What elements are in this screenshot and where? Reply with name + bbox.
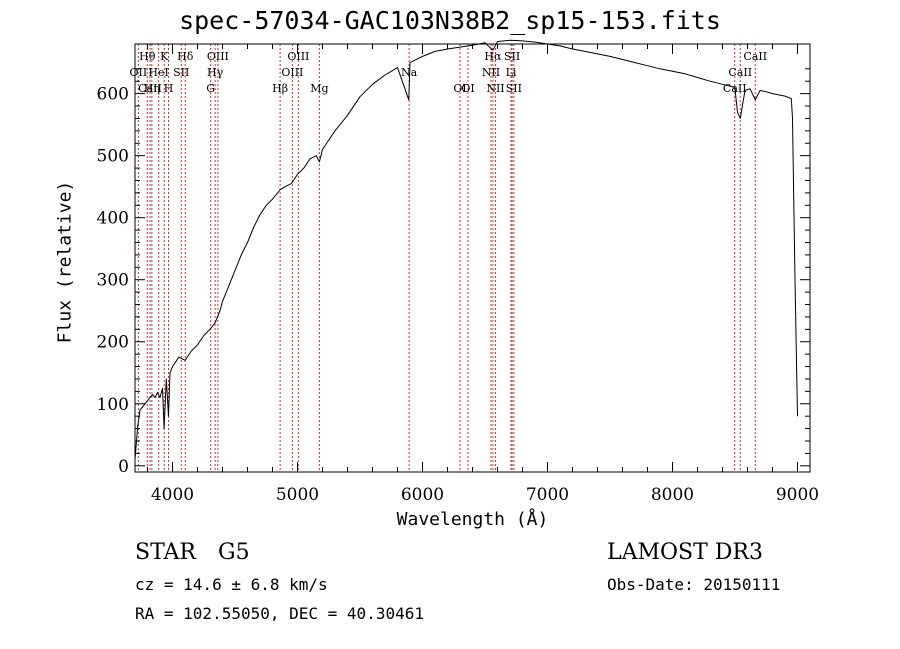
line-label-h: H <box>164 82 174 95</box>
y-tick-label: 300 <box>97 271 129 291</box>
y-tick-label: 600 <box>97 85 129 105</box>
line-label-nii: NII <box>486 82 504 95</box>
x-tick-label: 7000 <box>526 485 569 505</box>
line-label-oi: OI <box>461 82 474 95</box>
line-label-oiii: OIII <box>207 50 229 63</box>
line-label-caii: CaII <box>138 82 162 95</box>
line-label-hη: Hη <box>144 82 160 95</box>
line-label-hδ: Hδ <box>177 50 194 63</box>
line-label-sii: SII <box>506 82 522 95</box>
line-label-li: Li <box>506 66 517 79</box>
axis-ticks <box>135 44 810 472</box>
line-label-hθ: Hθ <box>139 50 156 63</box>
line-label-oi: OI <box>453 82 466 95</box>
spectrum-series <box>134 39 798 460</box>
line-label-sii: SII <box>504 50 520 63</box>
chart-title: spec-57034-GAC103N38B2_sp15-153.fits <box>179 6 721 35</box>
line-label-sii: SII <box>173 66 189 79</box>
y-tick-label: 200 <box>97 333 129 353</box>
line-label-k: K <box>160 50 169 63</box>
y-axis-label: Flux (relative) <box>54 180 76 344</box>
y-tick-label: 100 <box>97 395 129 415</box>
line-label-mg: Mg <box>310 82 328 95</box>
line-label-hei: HeI <box>148 66 168 79</box>
line-label-hα: Hα <box>484 50 502 63</box>
x-tick-label: 9000 <box>776 485 819 505</box>
x-tick-label: 8000 <box>651 485 694 505</box>
object-classification: STAR G5 <box>135 540 272 565</box>
y-tick-label: 400 <box>97 209 129 229</box>
x-axis-label: Wavelength (Å) <box>396 509 549 530</box>
spectral-line-markers <box>137 44 756 472</box>
y-tick-label: 500 <box>97 147 129 167</box>
line-label-oiii: OIII <box>281 66 303 79</box>
tick-labels: 4000 5000 6000 7000 8000 9000 0 100 200 300 400 500… <box>97 85 820 505</box>
plot-frame <box>134 43 811 473</box>
line-label-oii: OII <box>130 66 148 79</box>
spectrum-line <box>134 39 798 460</box>
object-class: STAR <box>135 540 196 565</box>
line-label-nii: NII <box>482 66 500 79</box>
line-label-hβ: Hβ <box>272 82 288 95</box>
line-label-na: Na <box>401 66 418 79</box>
x-tick-label: 6000 <box>401 485 444 505</box>
line-label-caii: CaII <box>728 66 752 79</box>
observation-date: Obs-Date: 20150111 <box>607 575 781 594</box>
y-tick-label: 0 <box>118 457 129 477</box>
object-subclass: G5 <box>218 540 250 565</box>
line-label-g: G <box>206 82 215 95</box>
plot-border <box>134 43 811 473</box>
coordinates-radec: RA = 102.55050, DEC = 40.30461 <box>135 604 424 623</box>
line-label-oiii: OIII <box>287 50 309 63</box>
line-label-caii: CaII <box>723 82 747 95</box>
x-tick-label: 4000 <box>151 485 194 505</box>
redshift-cz: cz = 14.6 ± 6.8 km/s <box>135 575 328 594</box>
survey-name: LAMOST DR3 <box>607 540 763 565</box>
line-label-hγ: Hγ <box>207 66 224 79</box>
line-label-caii: CaII <box>743 50 767 63</box>
x-tick-label: 5000 <box>276 485 319 505</box>
